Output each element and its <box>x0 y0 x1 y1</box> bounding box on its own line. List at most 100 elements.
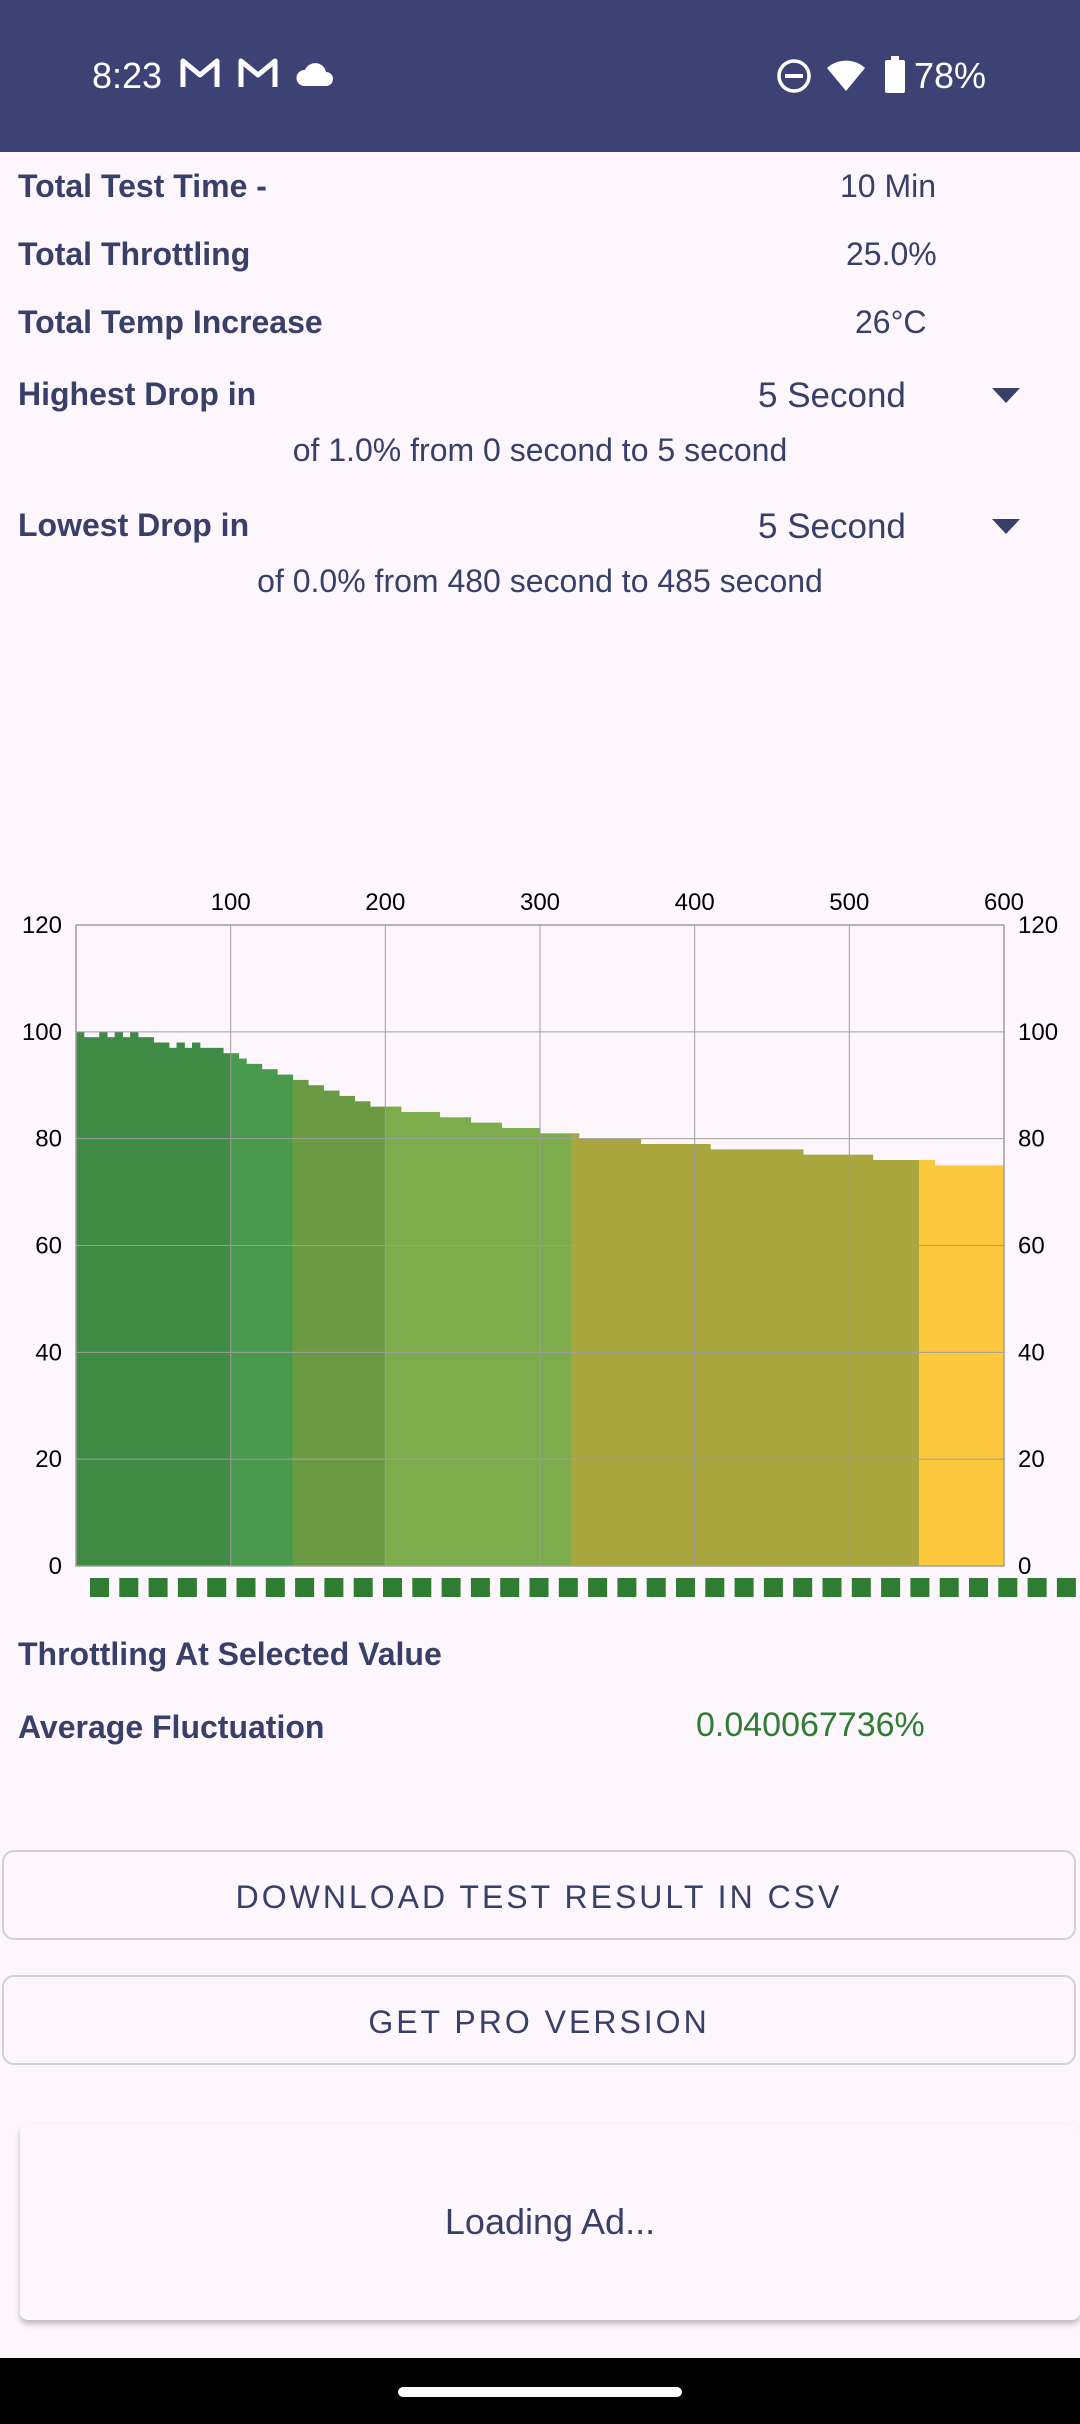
total-throttling-value: 25.0% <box>846 236 937 272</box>
chart-bar <box>849 1154 858 1566</box>
chart-marker <box>851 1578 871 1597</box>
chart-bar <box>485 1122 495 1566</box>
download-csv-button[interactable]: DOWNLOAD TEST RESULT IN CSV <box>2 1850 1076 1940</box>
gmail-icon <box>238 58 278 87</box>
chart-bar <box>563 1133 572 1566</box>
chart-marker <box>763 1578 783 1597</box>
chart-bar <box>640 1144 649 1566</box>
chart-y-tick-label-left: 0 <box>49 1553 62 1580</box>
chart-bar <box>385 1106 394 1566</box>
chart-y-tick-label-left: 60 <box>35 1233 62 1260</box>
chart-bar <box>872 1160 881 1566</box>
chart-bar <box>161 1042 170 1566</box>
chart-bar <box>671 1144 680 1566</box>
chart-bar <box>918 1160 928 1566</box>
chart-marker <box>939 1578 959 1597</box>
total-test-time-value: 10 Min <box>840 168 937 204</box>
total-test-time-label: Total Test Time - <box>18 168 267 204</box>
battery-icon <box>885 56 905 93</box>
chart-x-tick-label: 600 <box>984 889 1024 916</box>
chart-bar <box>215 1047 224 1566</box>
chart-marker <box>383 1578 402 1597</box>
lowest-drop-interval-dropdown[interactable]: 5 Second <box>758 501 1020 557</box>
chart-bar <box>996 1165 1005 1567</box>
chart-bar <box>888 1160 897 1566</box>
throttling-selected-label: Throttling At Selected Value <box>18 1636 442 1672</box>
highest-drop-label: Highest Drop in <box>18 376 257 412</box>
chart-bar <box>83 1037 93 1566</box>
chart-x-tick-label: 400 <box>675 889 715 916</box>
chart-marker <box>646 1578 666 1597</box>
chart-marker <box>470 1578 490 1597</box>
chart-marker <box>793 1578 813 1597</box>
chart-bar <box>377 1106 386 1566</box>
chart-bar <box>648 1144 657 1566</box>
chart-bar <box>547 1133 557 1566</box>
get-pro-version-button[interactable]: GET PRO VERSION <box>2 1975 1076 2065</box>
clock: 8:23 <box>92 55 163 96</box>
ad-banner[interactable]: Loading Ad... <box>20 2124 1080 2320</box>
chart-bar <box>222 1053 232 1566</box>
dropdown-arrow-icon <box>992 519 1020 534</box>
chart-bar <box>934 1165 943 1567</box>
chart-bar <box>710 1149 719 1566</box>
chart-y-tick-label-left: 40 <box>35 1339 62 1366</box>
chart-marker <box>676 1578 695 1597</box>
chart-bar <box>122 1037 131 1566</box>
chart-plot-border <box>75 924 1005 1567</box>
chart-bar <box>787 1149 796 1566</box>
chart-bar <box>857 1154 866 1566</box>
chart-bar <box>184 1047 193 1566</box>
chart-bar <box>424 1111 433 1566</box>
chart-bar <box>663 1144 673 1566</box>
highest-drop-interval-dropdown[interactable]: 5 Second <box>758 370 1020 426</box>
chart-bar <box>949 1165 959 1567</box>
chart-bar <box>942 1165 951 1567</box>
chart-x-tick-label: 100 <box>211 889 251 916</box>
chart-bar <box>570 1133 580 1566</box>
chart-bar <box>833 1154 843 1566</box>
chart-bar <box>555 1133 564 1566</box>
chart-bar <box>308 1085 317 1566</box>
chart-marker <box>441 1578 461 1597</box>
chart-bar <box>176 1042 185 1566</box>
chart-bar <box>323 1090 332 1566</box>
throttling-chart[interactable]: 100 200 300 400 500 600 0 0 20 20 40 40 60 60 80 80 100 1… <box>0 880 1080 1600</box>
chart-bar <box>431 1111 441 1566</box>
wifi-icon <box>827 60 865 91</box>
chart-marker <box>353 1578 373 1597</box>
chart-y-tick-label-left: 20 <box>35 1446 62 1473</box>
chart-bar <box>246 1063 255 1566</box>
chart-bar <box>416 1111 425 1566</box>
chart-bar <box>524 1127 533 1566</box>
chart-bar <box>926 1160 935 1566</box>
chart-bar <box>501 1127 510 1566</box>
chart-bar <box>741 1149 750 1566</box>
chart-bar <box>137 1037 147 1566</box>
chart-bar <box>300 1079 309 1566</box>
chart-bar <box>462 1117 471 1566</box>
chart-marker <box>412 1578 432 1597</box>
total-temp-increase-label: Total Temp Increase <box>18 304 323 340</box>
chart-bar <box>795 1149 804 1566</box>
throttling-chart-svg[interactable]: 100 200 300 400 500 600 0 0 20 20 40 40 60 60 80 80 100 1… <box>0 880 1080 1600</box>
home-gesture-handle[interactable] <box>398 2387 682 2397</box>
dropdown-arrow-icon <box>992 388 1020 403</box>
chart-bar <box>478 1122 487 1566</box>
chart-y-tick-label-right: 40 <box>1018 1339 1045 1366</box>
chart-bar <box>980 1165 990 1567</box>
chart-bar <box>656 1144 665 1566</box>
chart-bar <box>509 1127 518 1566</box>
average-fluctuation-value: 0.040067736% <box>696 1706 925 1744</box>
chart-bar <box>362 1101 371 1566</box>
chart-bar <box>292 1079 301 1566</box>
chart-marker <box>119 1578 139 1597</box>
chart-marker <box>265 1578 285 1597</box>
chart-marker <box>822 1578 842 1597</box>
chart-bar <box>76 1031 85 1566</box>
chart-bar <box>725 1149 734 1566</box>
chart-bar <box>145 1037 154 1566</box>
chart-x-tick-label: 200 <box>365 889 405 916</box>
chart-bar <box>253 1063 263 1566</box>
chart-bar <box>99 1031 108 1566</box>
